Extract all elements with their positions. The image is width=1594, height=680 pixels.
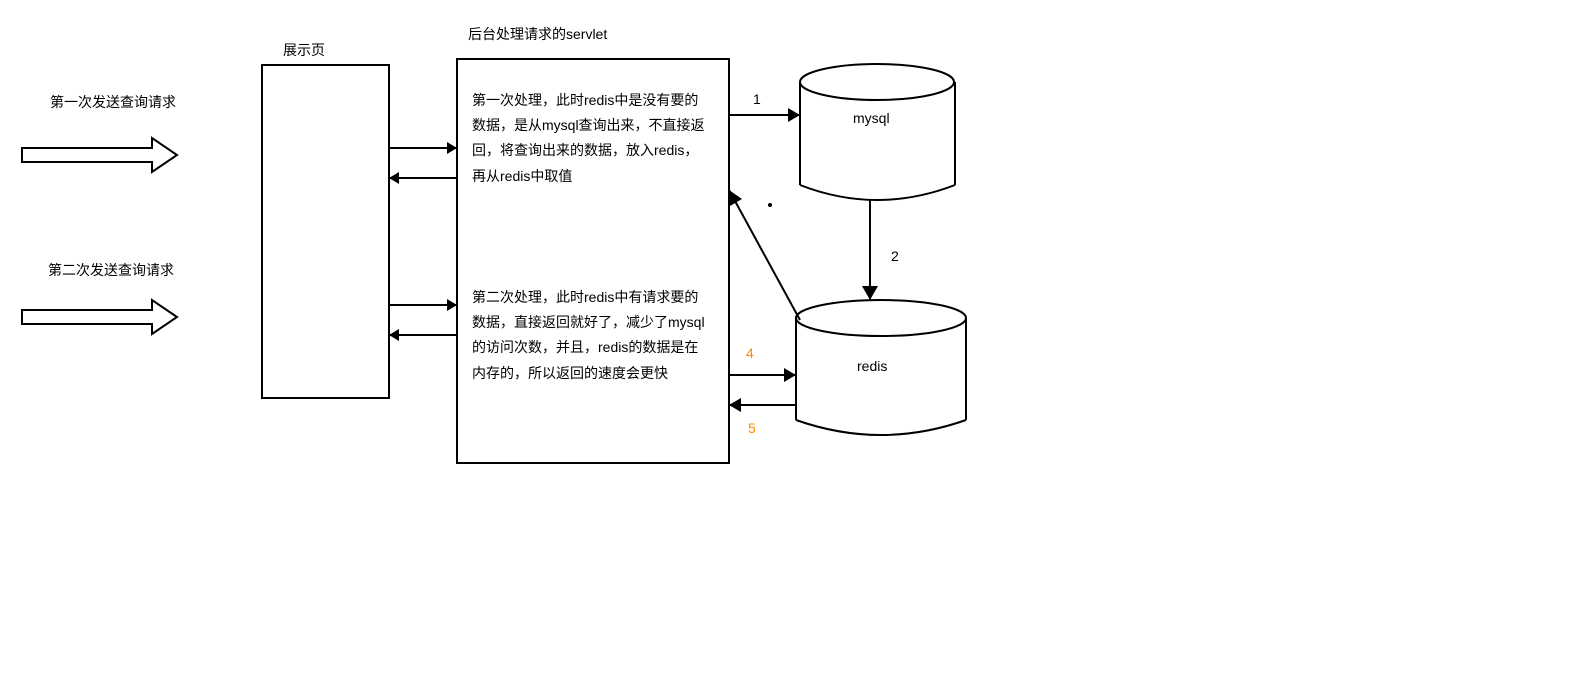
block-arrow-2 (22, 300, 177, 334)
diagram-svg (0, 0, 1594, 680)
label-num1: 1 (753, 91, 761, 107)
dot (768, 203, 772, 207)
arrow-mysql-to-redis (862, 200, 878, 300)
arrow-display-to-servlet-1 (389, 142, 457, 154)
text-process2: 第二次处理，此时redis中有请求要的数据，直接返回就好了，减少了mysql的访… (472, 285, 712, 386)
label-request1: 第一次发送查询请求 (50, 92, 176, 112)
label-servlet-title: 后台处理请求的servlet (468, 24, 607, 44)
label-display-title: 展示页 (283, 40, 325, 60)
arrow-redis-to-servlet-diag (729, 190, 800, 320)
label-mysql: mysql (853, 110, 890, 126)
arrow-servlet-to-redis (729, 368, 796, 382)
label-redis: redis (857, 358, 887, 374)
arrow-servlet-to-mysql (729, 108, 800, 122)
label-num4: 4 (746, 345, 754, 361)
label-request2: 第二次发送查询请求 (48, 260, 174, 280)
arrow-display-to-servlet-2 (389, 299, 457, 311)
arrow-redis-to-servlet (729, 398, 796, 412)
block-arrow-1 (22, 138, 177, 172)
label-num5: 5 (748, 420, 756, 436)
mysql-cylinder (800, 64, 955, 200)
display-box (262, 65, 389, 398)
text-process1: 第一次处理，此时redis中是没有要的数据，是从mysql查询出来，不直接返回，… (472, 88, 712, 189)
label-num2: 2 (891, 248, 899, 264)
arrow-servlet-to-display-2 (389, 329, 457, 341)
arrow-servlet-to-display-1 (389, 172, 457, 184)
